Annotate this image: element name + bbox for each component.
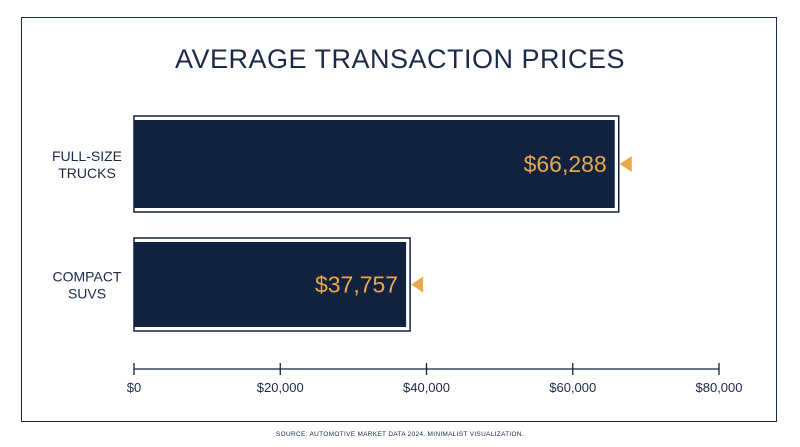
data-label: $66,288 bbox=[524, 151, 607, 177]
source-note: SOURCE: AUTOMOTIVE MARKET DATA 2024. MIN… bbox=[276, 431, 524, 438]
x-axis: $0 $20,000 $40,000 $60,000 $80,000 bbox=[127, 363, 743, 395]
x-tick-label: $20,000 bbox=[257, 380, 304, 395]
bar-group: $66,288 FULL-SIZE TRUCKS bbox=[52, 115, 632, 213]
data-label: $37,757 bbox=[315, 272, 398, 298]
x-tick-label: $60,000 bbox=[549, 380, 596, 395]
chart-title: AVERAGE TRANSACTION PRICES bbox=[175, 44, 625, 74]
bar-group: $37,757 COMPACT SUVS bbox=[53, 237, 424, 332]
category-label: COMPACT SUVS bbox=[53, 269, 122, 302]
bar bbox=[134, 120, 615, 208]
bars-layer: $66,288 FULL-SIZE TRUCKS $37,757 COMPACT SUVS bbox=[52, 115, 632, 332]
value-pointer-icon bbox=[411, 276, 424, 293]
chart-frame bbox=[21, 17, 777, 422]
x-tick-label: $0 bbox=[127, 380, 141, 395]
bar bbox=[134, 242, 407, 327]
value-pointer-icon bbox=[619, 156, 632, 172]
x-tick-label: $40,000 bbox=[403, 380, 450, 395]
x-tick-label: $80,000 bbox=[696, 380, 743, 395]
category-label: FULL-SIZE TRUCKS bbox=[52, 148, 122, 181]
